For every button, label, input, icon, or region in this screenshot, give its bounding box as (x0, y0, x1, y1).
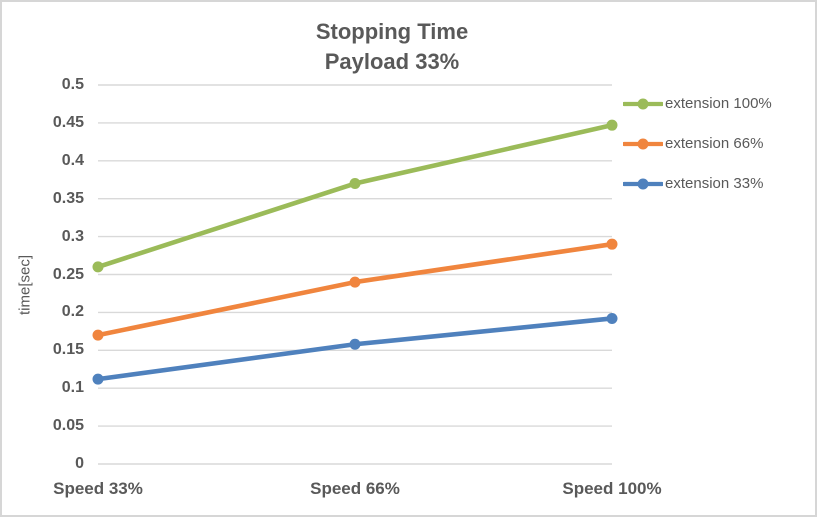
y-tick-label: 0.2 (61, 303, 84, 321)
y-tick-label: 0.1 (61, 379, 84, 397)
chart-title-line2: Payload 33% (324, 49, 460, 74)
data-point-marker-extension-100- (606, 119, 618, 131)
data-point-marker-extension-100- (349, 178, 361, 190)
legend-label: extension 66% (665, 135, 764, 152)
legend-label: extension 33% (665, 175, 764, 192)
legend-line-marker-icon (623, 98, 663, 110)
y-tick-label: 0.4 (61, 151, 84, 169)
y-tick-label: 0 (75, 455, 84, 472)
chart-title-line1: Stopping Time (315, 19, 469, 44)
y-tick-label: 0.05 (52, 417, 84, 435)
y-tick-label: 0.5 (61, 76, 84, 93)
chart-title: Stopping Time Payload 33% (2, 17, 782, 77)
data-point-marker-extension-100- (92, 261, 104, 273)
plot-area-svg (92, 84, 618, 465)
series-line-extension-100- (95, 122, 615, 270)
legend-line-marker-icon (623, 138, 663, 150)
x-tick-label: Speed 100% (562, 479, 662, 498)
y-tick-label: 0.15 (52, 341, 84, 359)
data-point-marker-extension-66- (606, 238, 618, 250)
data-point-marker-extension-33- (606, 312, 618, 324)
y-tick-label: 0.35 (52, 189, 84, 207)
data-point-marker-extension-33- (92, 373, 104, 385)
series-line-extension-66- (95, 241, 615, 338)
x-tick-label: Speed 33% (53, 479, 143, 498)
legend-item-extension-33-: extension 33% (623, 175, 772, 192)
legend-item-extension-66-: extension 66% (623, 135, 772, 152)
y-tick-label: 0.25 (52, 265, 84, 283)
legend-line-marker-icon (623, 178, 663, 190)
y-tick-label: 0.45 (52, 113, 84, 131)
data-point-marker-extension-66- (92, 329, 104, 341)
legend-label: extension 100% (665, 95, 772, 112)
y-tick-label: 0.3 (61, 227, 84, 245)
x-tick-label: Speed 66% (310, 479, 400, 498)
legend: extension 100% extension 66% extension 33% (623, 95, 772, 218)
data-point-marker-extension-33- (349, 338, 361, 350)
data-point-marker-extension-66- (349, 276, 361, 288)
legend-item-extension-100-: extension 100% (623, 95, 772, 112)
